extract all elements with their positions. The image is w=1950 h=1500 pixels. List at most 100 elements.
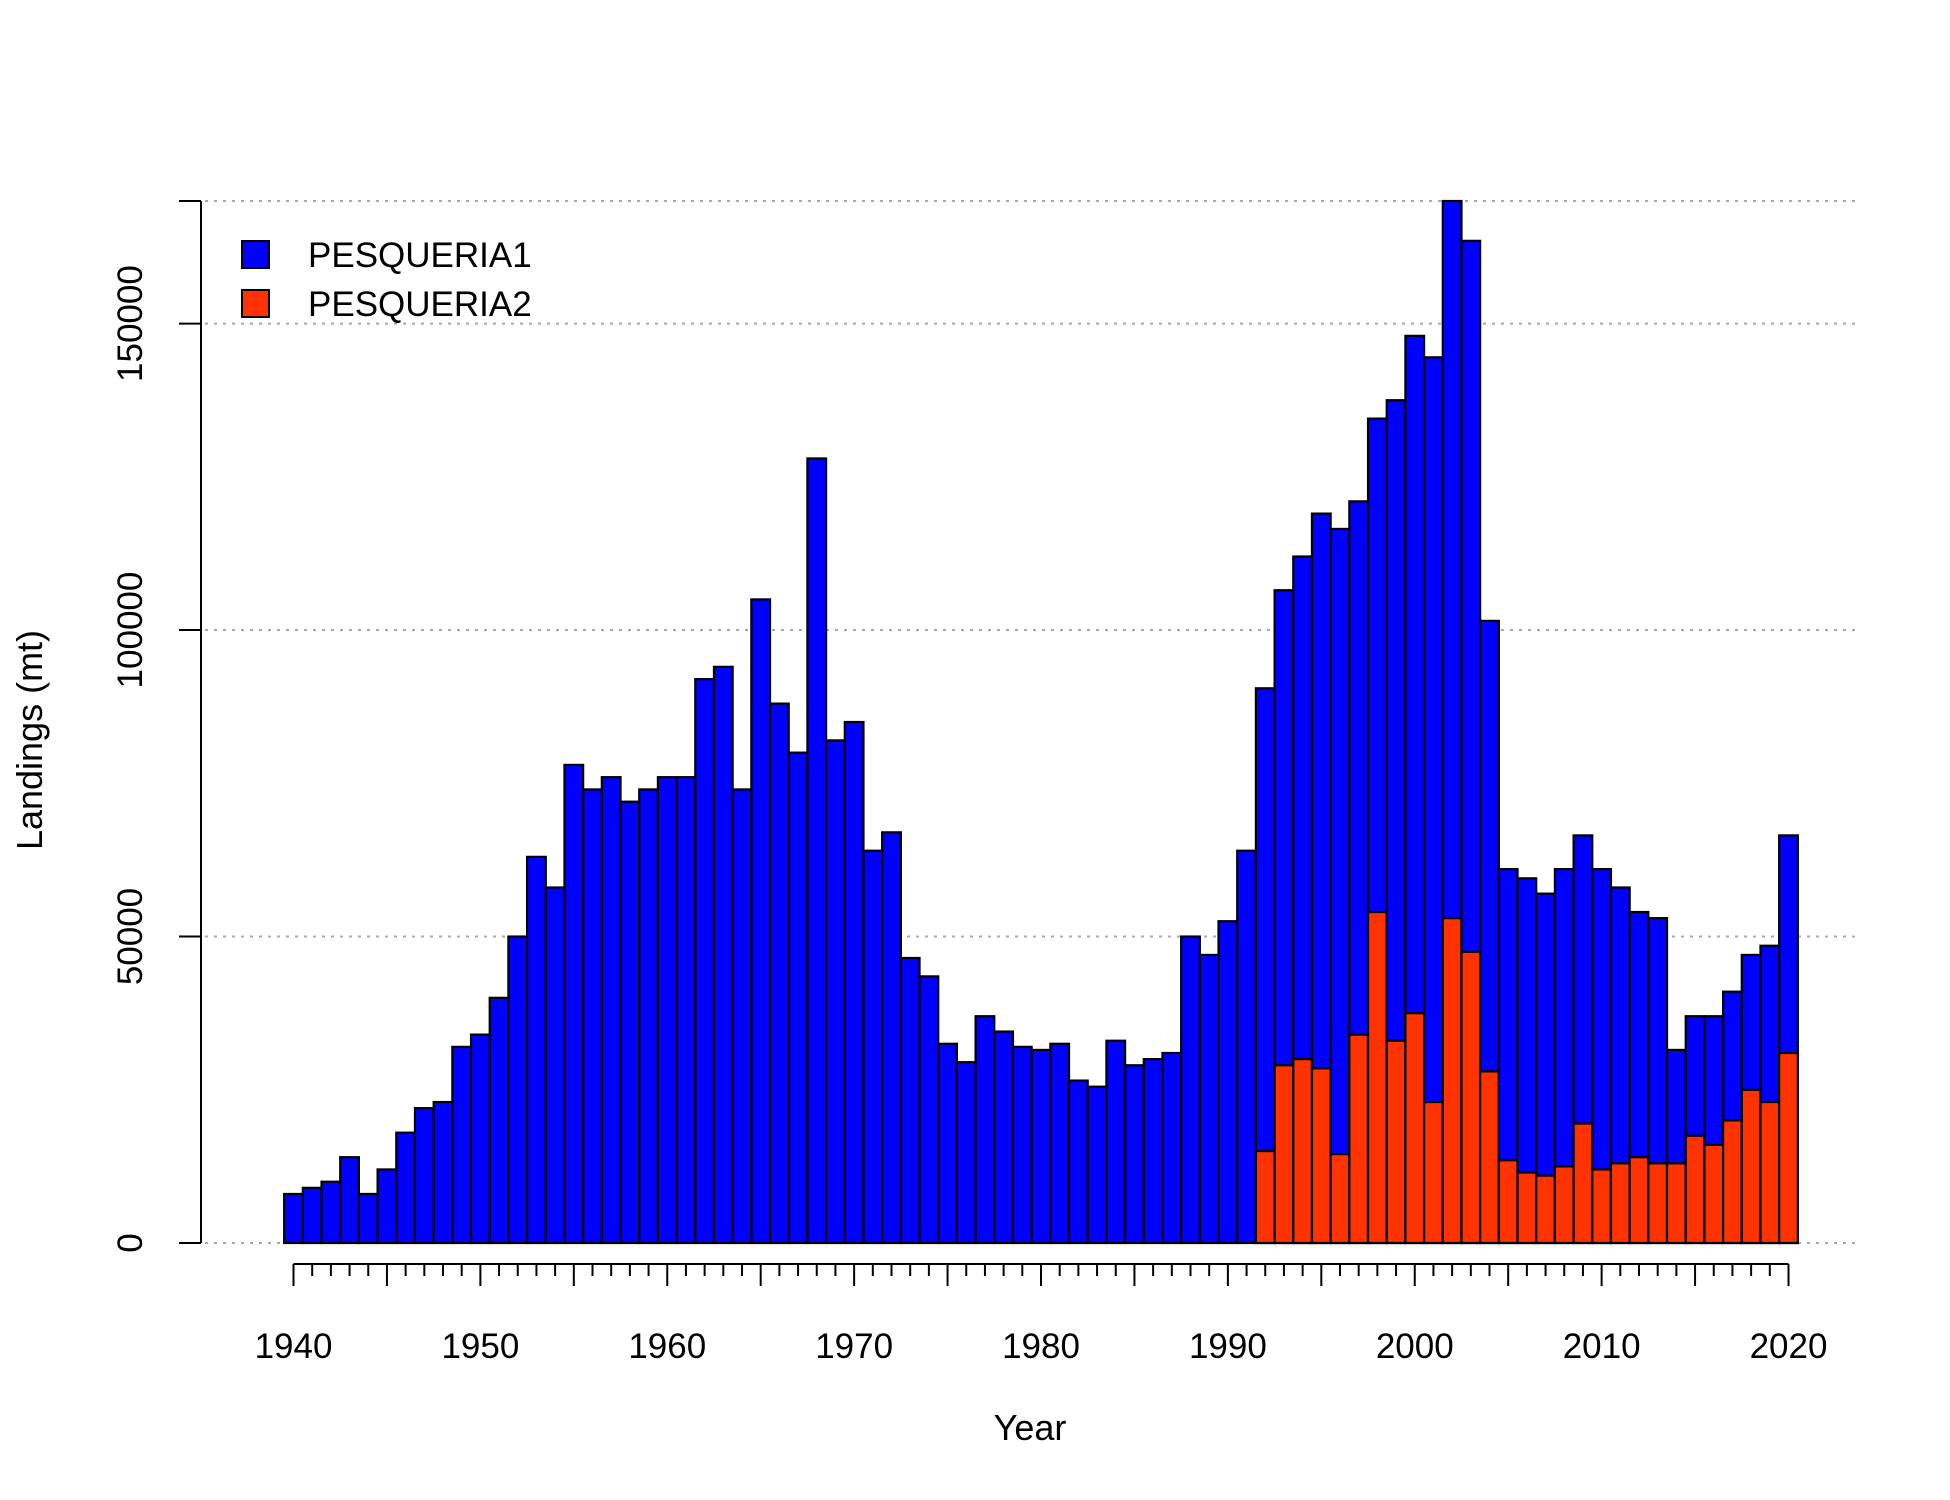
bar-pesqueria2 (1591, 1168, 1613, 1245)
x-tick-label: 1960 (628, 1327, 706, 1366)
bar-pesqueria1 (469, 1033, 491, 1245)
bar-pesqueria2 (1404, 1012, 1426, 1245)
bars-group (283, 199, 1799, 1245)
bar-pesqueria1 (1180, 935, 1201, 1245)
y-axis-title: Landings (mt) (9, 630, 50, 850)
bar-pesqueria1 (1105, 1039, 1127, 1245)
bar-pesqueria1 (488, 996, 510, 1245)
bar-pesqueria1 (1161, 1051, 1183, 1245)
bar-pesqueria2 (1535, 1174, 1557, 1245)
y-tick-label: 50000 (111, 888, 150, 985)
legend-swatch-pesqueria1 (241, 240, 270, 269)
bar-pesqueria2 (1516, 1171, 1538, 1245)
bar-pesqueria2 (1703, 1143, 1725, 1245)
bar-pesqueria1 (712, 665, 734, 1245)
bar-pesqueria1 (675, 776, 697, 1245)
bar-pesqueria1 (881, 831, 902, 1245)
bar-pesqueria1 (638, 788, 660, 1245)
x-tick-label: 1970 (815, 1327, 893, 1366)
x-tick-label: 2020 (1750, 1327, 1828, 1366)
bar-pesqueria1 (301, 1186, 323, 1245)
y-axis: 0 50000 100000 150000 (111, 200, 202, 1253)
bar-pesqueria1 (600, 776, 622, 1245)
bar-pesqueria1 (1142, 1058, 1164, 1245)
bar-pesqueria2 (1628, 1156, 1650, 1245)
bar-pesqueria1 (1086, 1085, 1108, 1245)
bar-pesqueria1 (694, 677, 716, 1245)
bar-pesqueria2 (1366, 910, 1388, 1245)
bar-pesqueria2 (1740, 1088, 1762, 1245)
bar-pesqueria2 (1609, 1162, 1631, 1245)
bar-pesqueria2 (1647, 1162, 1669, 1245)
bar-pesqueria2 (1665, 1162, 1687, 1245)
bar-pesqueria1 (320, 1180, 342, 1245)
bar-pesqueria1 (451, 1045, 473, 1245)
bar-pesqueria1 (1067, 1079, 1089, 1245)
bar-pesqueria1 (768, 702, 790, 1245)
bar-pesqueria2 (1572, 1122, 1594, 1245)
bar-pesqueria1 (937, 1042, 959, 1245)
bar-pesqueria1 (974, 1015, 996, 1245)
x-axis-title: Year (994, 1407, 1067, 1448)
bar-pesqueria1 (656, 776, 678, 1245)
x-tick-label: 1990 (1189, 1327, 1267, 1366)
bar-pesqueria2 (1479, 1070, 1500, 1245)
legend-label-pesqueria1: PESQUERIA1 (308, 236, 532, 275)
bar-pesqueria2 (1329, 1153, 1351, 1245)
bar-pesqueria1 (1198, 953, 1220, 1245)
bar-pesqueria2 (1778, 1051, 1799, 1245)
bar-pesqueria2 (1273, 1064, 1295, 1245)
legend: PESQUERIA1 PESQUERIA2 (241, 236, 532, 324)
bar-pesqueria1 (283, 1192, 304, 1245)
bar-pesqueria1 (993, 1030, 1015, 1245)
y-tick-label: 100000 (111, 572, 150, 689)
y-tick-label: 0 (111, 1233, 150, 1252)
bar-pesqueria2 (1385, 1039, 1407, 1245)
legend-label-pesqueria2: PESQUERIA2 (308, 285, 532, 324)
bar-pesqueria1 (619, 800, 641, 1245)
bar-pesqueria2 (1497, 1159, 1519, 1245)
bar-pesqueria1 (750, 598, 772, 1245)
bar-pesqueria1 (918, 975, 940, 1245)
bar-pesqueria1 (806, 457, 828, 1245)
bar-pesqueria1 (1123, 1064, 1145, 1245)
x-axis: 1940 1950 1960 1970 1980 1990 2000 2010 2020 (255, 1263, 1828, 1366)
bar-pesqueria2 (1310, 1067, 1332, 1245)
bar-pesqueria1 (955, 1061, 977, 1245)
x-tick-label: 1940 (255, 1327, 333, 1366)
legend-swatch-pesqueria2 (241, 289, 270, 318)
bar-pesqueria2 (1292, 1058, 1314, 1245)
bar-pesqueria1 (1329, 527, 1351, 1245)
bar-pesqueria2 (1759, 1100, 1781, 1245)
bar-pesqueria1 (395, 1131, 417, 1245)
bar-pesqueria1 (563, 763, 585, 1245)
bar-pesqueria1 (899, 956, 921, 1245)
bar-pesqueria1 (862, 849, 884, 1245)
bar-pesqueria2 (1721, 1119, 1743, 1245)
bar-pesqueria1 (824, 739, 846, 1245)
bar-pesqueria1 (339, 1156, 361, 1245)
x-tick-label: 2000 (1376, 1327, 1454, 1366)
bar-pesqueria1 (1049, 1042, 1071, 1245)
bar-pesqueria1 (582, 788, 603, 1245)
bar-pesqueria1 (507, 935, 529, 1245)
bar-pesqueria2 (1441, 917, 1463, 1245)
bar-pesqueria1 (843, 720, 865, 1245)
bar-pesqueria1 (1011, 1045, 1033, 1245)
bar-pesqueria1 (544, 886, 566, 1245)
x-tick-label: 2010 (1563, 1327, 1641, 1366)
bar-pesqueria1 (413, 1107, 435, 1245)
bar-pesqueria2 (1684, 1134, 1706, 1245)
bar-pesqueria1 (376, 1168, 398, 1245)
bar-pesqueria2 (1254, 1149, 1276, 1245)
bar-pesqueria1 (1236, 849, 1258, 1245)
bar-pesqueria2 (1422, 1100, 1444, 1245)
x-tick-label: 1980 (1002, 1327, 1080, 1366)
bar-pesqueria1 (432, 1100, 454, 1245)
x-tick-label: 1950 (441, 1327, 519, 1366)
bar-pesqueria1 (357, 1192, 379, 1245)
bar-pesqueria1 (787, 751, 809, 1245)
bar-pesqueria1 (1030, 1048, 1052, 1245)
bar-pesqueria1 (1217, 920, 1239, 1245)
